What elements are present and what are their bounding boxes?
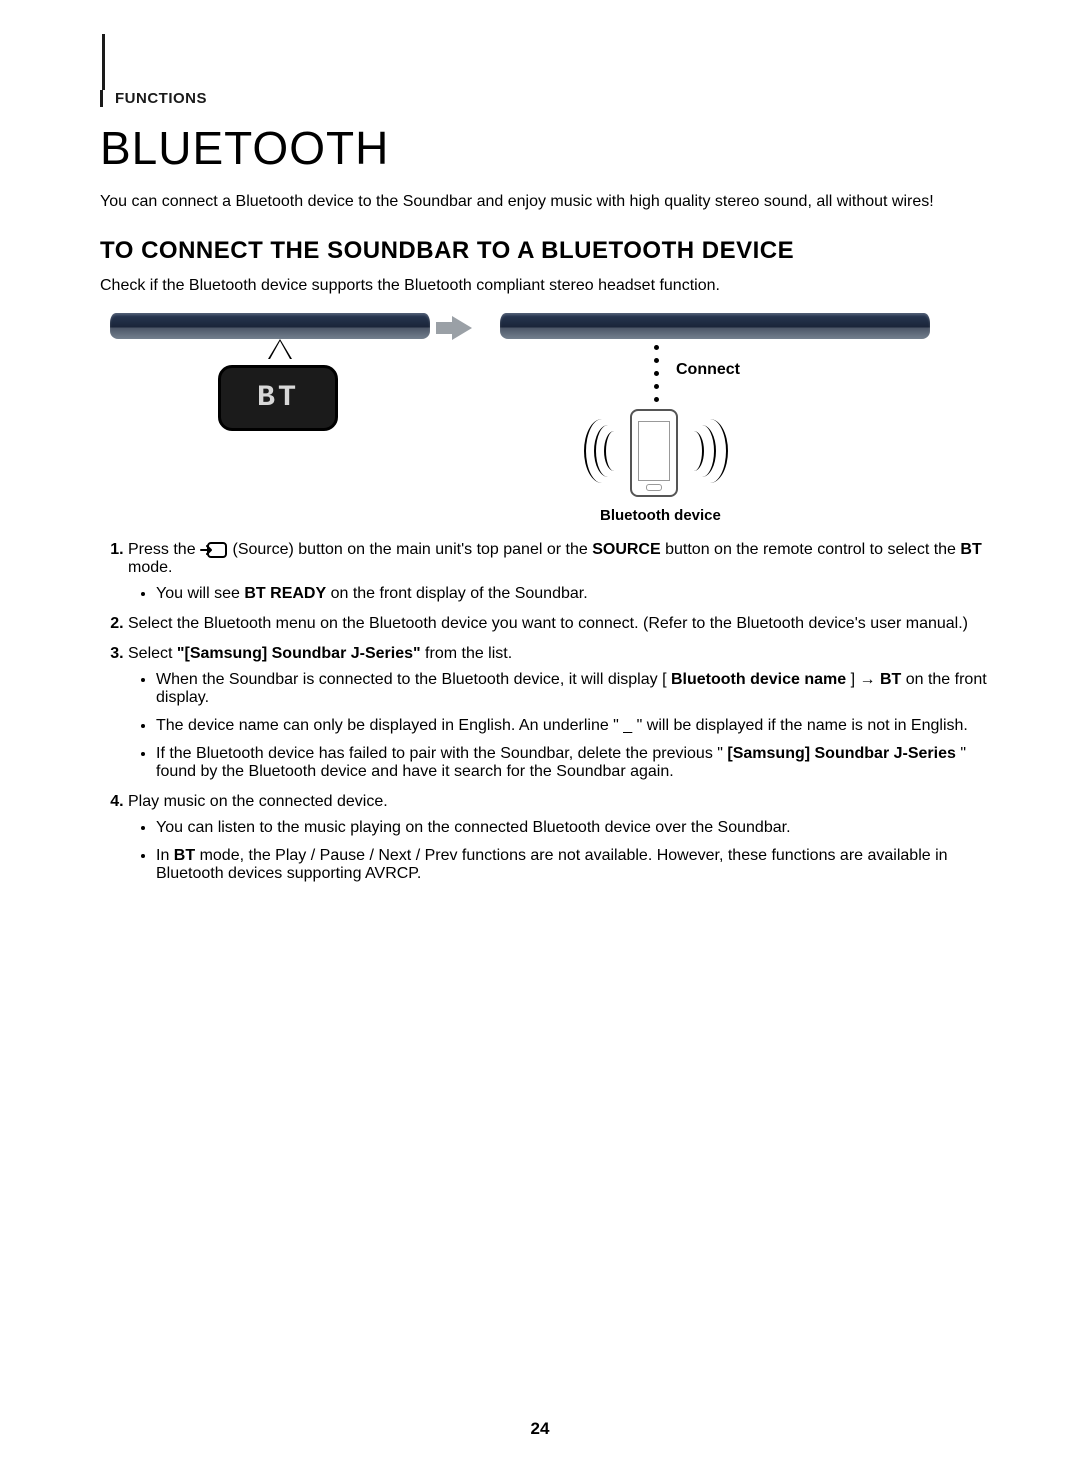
dotted-line-icon bbox=[654, 345, 659, 402]
bullet: The device name can only be displayed in… bbox=[156, 717, 1000, 735]
step-text: Select bbox=[128, 645, 177, 662]
bullet-text: You will see bbox=[156, 585, 244, 602]
bullet-bold: BT bbox=[174, 847, 195, 864]
bullet-bold: Bluetooth device name bbox=[671, 671, 846, 688]
step-text: mode. bbox=[128, 559, 172, 576]
bullet: You will see BT READY on the front displ… bbox=[156, 585, 1000, 603]
bullet: You can listen to the music playing on t… bbox=[156, 819, 1000, 837]
connect-label: Connect bbox=[676, 361, 740, 379]
bt-display: BT bbox=[218, 365, 338, 431]
bullet-text: In bbox=[156, 847, 174, 864]
bullet: When the Soundbar is connected to the Bl… bbox=[156, 671, 1000, 707]
step-4: Play music on the connected device. You … bbox=[128, 793, 1000, 883]
section-tag-accent bbox=[102, 34, 105, 90]
source-button-icon bbox=[200, 541, 228, 559]
wave-icon bbox=[584, 419, 620, 483]
section-tag: FUNCTIONS bbox=[100, 90, 1000, 107]
section-heading: TO CONNECT THE SOUNDBAR TO A BLUETOOTH D… bbox=[100, 237, 1000, 265]
wave-icon bbox=[692, 419, 728, 483]
soundbar-right-icon bbox=[500, 313, 930, 339]
bullet-bold: [Samsung] Soundbar J-Series bbox=[727, 745, 956, 762]
bullet-text: on the front display of the Soundbar. bbox=[331, 585, 588, 602]
step-text: Play music on the connected device. bbox=[128, 793, 388, 810]
bullet-text: ] → bbox=[851, 671, 880, 688]
bt-device-label: Bluetooth device bbox=[600, 507, 721, 524]
bullet-text: If the Bluetooth device has failed to pa… bbox=[156, 745, 723, 762]
bullet: In BT mode, the Play / Pause / Next / Pr… bbox=[156, 847, 1000, 883]
page-title: BLUETOOTH bbox=[100, 121, 1000, 175]
bullet-text: When the Soundbar is connected to the Bl… bbox=[156, 671, 667, 688]
sub-bullets: When the Soundbar is connected to the Bl… bbox=[128, 671, 1000, 781]
arrow-right-icon bbox=[452, 316, 472, 340]
bullet-text: mode, the Play / Pause / Next / Prev fun… bbox=[156, 847, 948, 882]
phone-icon bbox=[630, 409, 678, 497]
sub-bullets: You can listen to the music playing on t… bbox=[128, 819, 1000, 883]
bullet-bold: BT bbox=[880, 671, 901, 688]
step-text: from the list. bbox=[425, 645, 512, 662]
step-text: (Source) button on the main unit's top p… bbox=[232, 541, 592, 558]
step-bold: BT bbox=[960, 541, 981, 558]
pointer-icon bbox=[268, 339, 292, 359]
steps-list: Press the (Source) button on the main un… bbox=[100, 541, 1000, 883]
connection-diagram: BT Connect Bluetooth device bbox=[100, 313, 1000, 523]
bullet-bold: BT READY bbox=[244, 585, 326, 602]
step-bold: "[Samsung] Soundbar J-Series" bbox=[177, 645, 421, 662]
step-2: Select the Bluetooth menu on the Bluetoo… bbox=[128, 615, 1000, 633]
step-text: Press the bbox=[128, 541, 200, 558]
soundbar-left-icon bbox=[110, 313, 430, 339]
section-lead: Check if the Bluetooth device supports t… bbox=[100, 277, 1000, 295]
sub-bullets: You will see BT READY on the front displ… bbox=[128, 585, 1000, 603]
step-3: Select "[Samsung] Soundbar J-Series" fro… bbox=[128, 645, 1000, 781]
intro-text: You can connect a Bluetooth device to th… bbox=[100, 193, 1000, 211]
step-bold: SOURCE bbox=[592, 541, 660, 558]
bullet: If the Bluetooth device has failed to pa… bbox=[156, 745, 1000, 781]
step-text: button on the remote control to select t… bbox=[665, 541, 960, 558]
page-number: 24 bbox=[0, 1419, 1080, 1439]
step-1: Press the (Source) button on the main un… bbox=[128, 541, 1000, 603]
